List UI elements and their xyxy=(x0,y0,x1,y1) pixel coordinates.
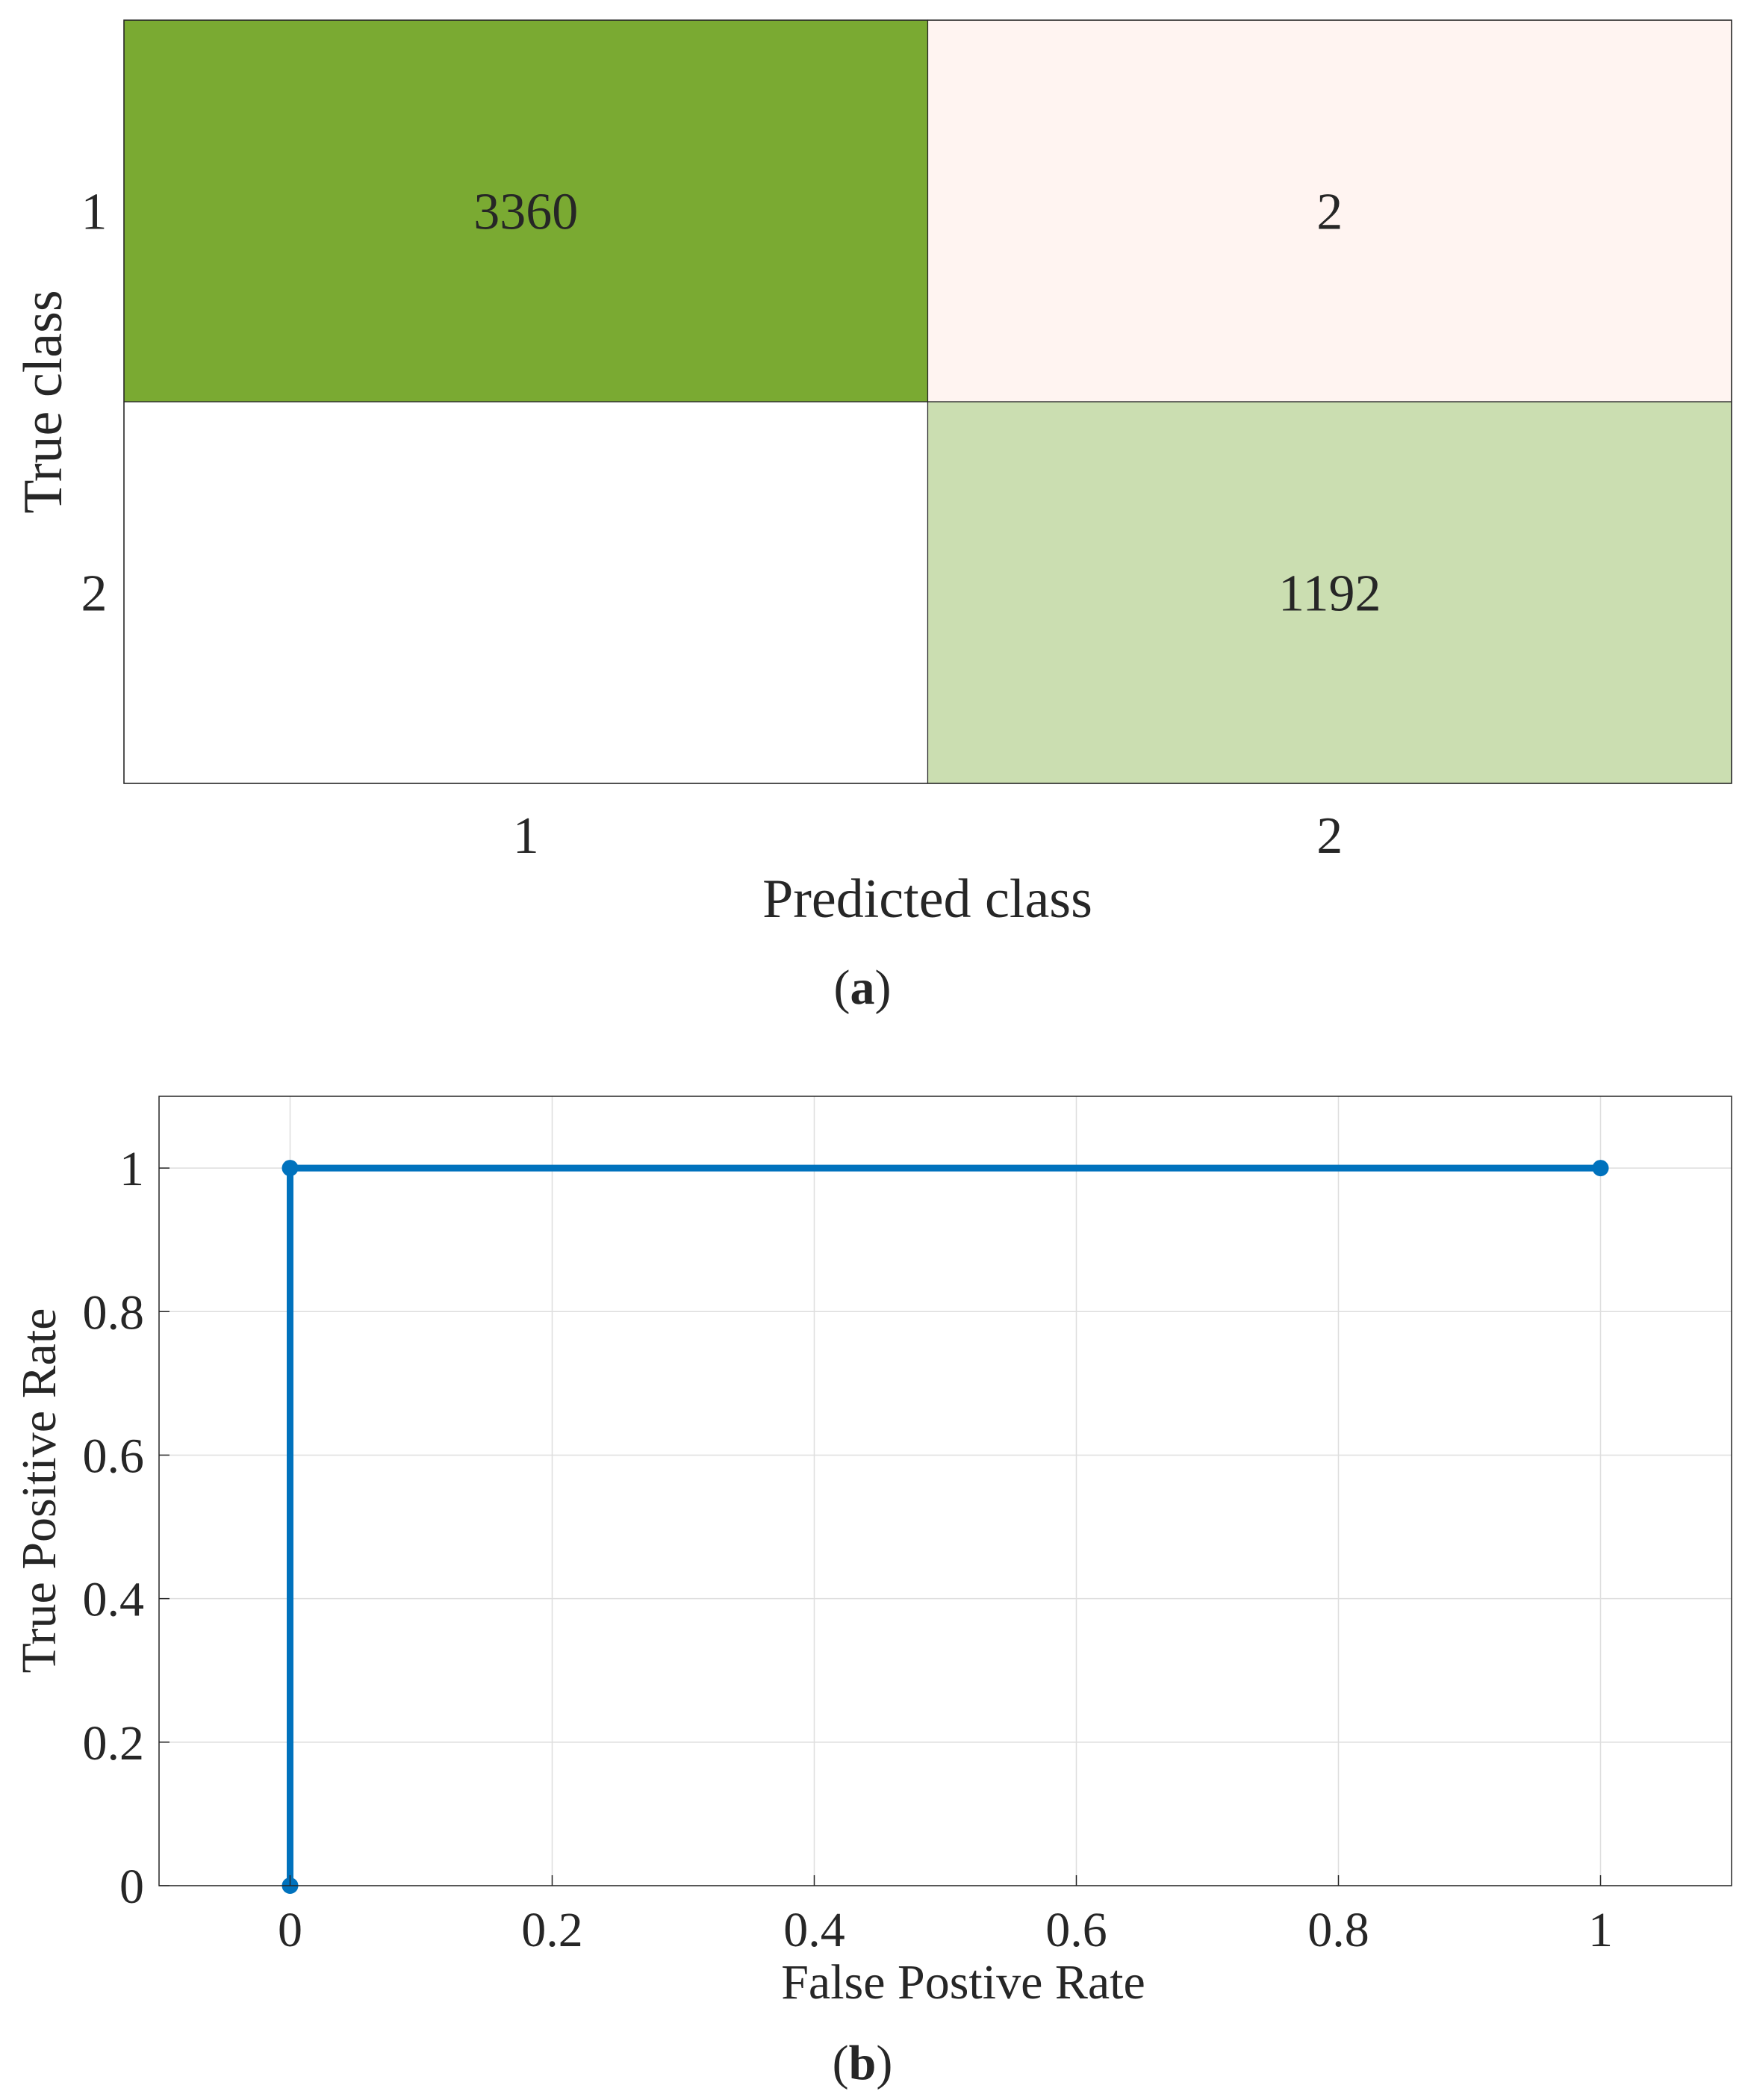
panel-b-paren-close: ) xyxy=(876,2036,892,2090)
roc-y-tick-label: 1 xyxy=(119,1142,144,1196)
confusion-cell-r1-c1 xyxy=(123,19,929,403)
panel-a-paren-open: ( xyxy=(834,960,850,1015)
roc-x-tick-label: 1 xyxy=(1588,1903,1613,1957)
confusion-cell-value-r2-c2: 1192 xyxy=(1278,565,1381,623)
roc-x-tick-label: 0.2 xyxy=(521,1903,583,1957)
roc-x-tick-label: 0.8 xyxy=(1307,1903,1369,1957)
panel-b-letter: b xyxy=(849,2036,877,2090)
roc-y-tick-labels: 0 0.2 0.4 0.6 0.8 1 xyxy=(83,1142,145,1914)
confusion-y-tick-label: 2 xyxy=(81,565,108,623)
roc-x-tick-label: 0.4 xyxy=(783,1903,845,1957)
panel-b-caption: (b) xyxy=(833,2036,893,2090)
confusion-cell-value-r1-c2: 2 xyxy=(1316,184,1343,241)
roc-y-tick-label: 0.6 xyxy=(83,1429,145,1483)
roc-y-tick-label: 0.8 xyxy=(83,1285,145,1340)
panel-a-caption: (a) xyxy=(834,960,892,1015)
roc-x-axis-label: False Postive Rate xyxy=(781,1955,1145,2010)
roc-y-axis-label: True Positive Rate xyxy=(12,1308,66,1674)
panel-b-paren-open: ( xyxy=(833,2036,849,2090)
roc-x-tick-label: 0.6 xyxy=(1045,1903,1107,1957)
roc-x-tick-labels: 0 0.2 0.4 0.6 0.8 1 xyxy=(278,1903,1613,1957)
panel-a-paren-close: ) xyxy=(875,960,892,1015)
confusion-matrix-cell-labels: 3360 2 1192 xyxy=(473,184,1381,623)
roc-curve-point xyxy=(282,1160,299,1177)
confusion-x-tick-label: 2 xyxy=(1316,807,1343,865)
roc-axes-frame xyxy=(158,1096,1732,1886)
confusion-matrix-frame xyxy=(123,19,1732,784)
roc-tick-marks xyxy=(159,1167,1602,1886)
confusion-cell-r2-c2 xyxy=(927,401,1732,784)
roc-plot-background xyxy=(159,1096,1732,1886)
panel-a-letter: a xyxy=(850,960,875,1015)
roc-x-tick-label: 0 xyxy=(278,1903,302,1957)
confusion-matrix-y-tick-labels: 12 xyxy=(81,184,108,623)
confusion-cell-r1-c2 xyxy=(927,19,1732,403)
confusion-matrix-x-axis-label: Predicted class xyxy=(762,869,1092,930)
confusion-x-tick-label: 1 xyxy=(513,807,539,865)
confusion-y-tick-label: 1 xyxy=(81,184,108,241)
roc-y-tick-label: 0.4 xyxy=(83,1573,145,1627)
roc-y-tick-label: 0.2 xyxy=(83,1716,145,1771)
confusion-cell-r2-c1 xyxy=(123,401,929,784)
roc-y-tick-label: 0 xyxy=(119,1860,144,1914)
confusion-matrix-cells xyxy=(123,19,1732,784)
confusion-cell-value-r1-c1: 3360 xyxy=(473,184,578,241)
confusion-matrix-y-axis-label: True class xyxy=(13,290,74,513)
roc-curve-panel: 0 0.2 0.4 0.6 0.8 1 0 0.2 0.4 0.6 0.8 1 False Post… xyxy=(12,1096,1732,2090)
roc-curve-point xyxy=(1592,1160,1609,1177)
